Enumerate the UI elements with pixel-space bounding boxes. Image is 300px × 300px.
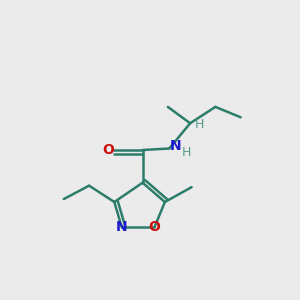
Text: N: N — [116, 220, 128, 234]
Text: O: O — [102, 143, 114, 157]
Text: H: H — [182, 146, 191, 159]
Text: N: N — [170, 139, 182, 152]
Text: O: O — [148, 220, 160, 234]
Text: H: H — [195, 118, 204, 131]
